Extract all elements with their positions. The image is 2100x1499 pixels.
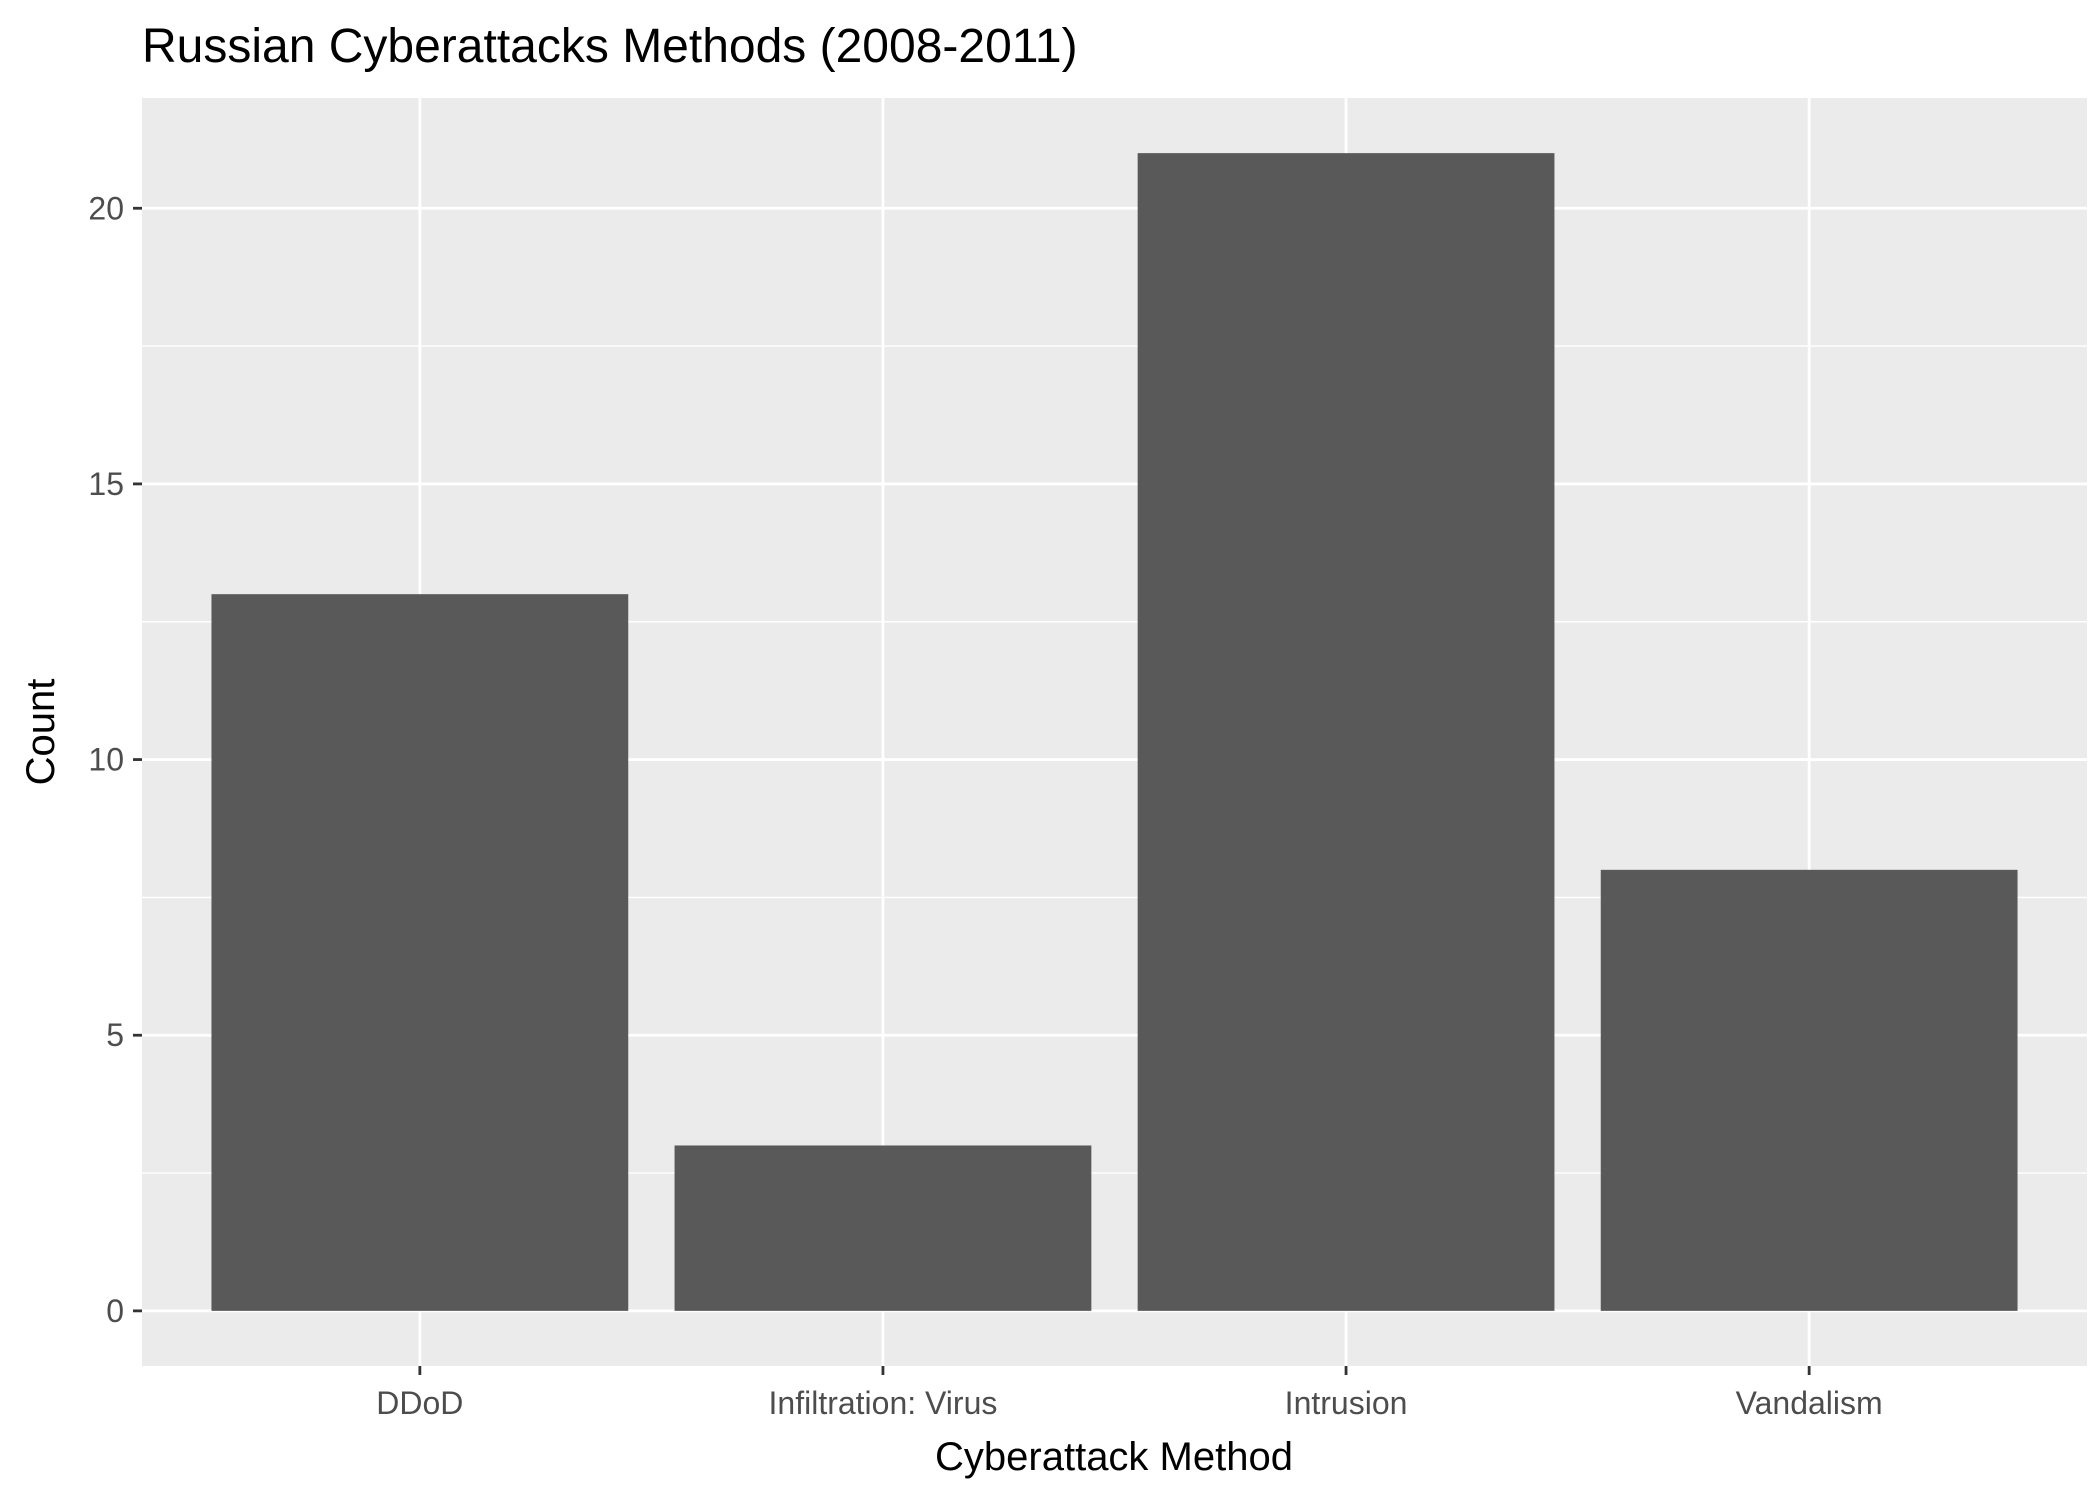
bar-intrusion: [1137, 153, 1555, 1311]
y-tick-label: 10: [88, 742, 124, 778]
y-tick-label: 5: [106, 1017, 124, 1053]
y-axis: 0 5 10 15 20: [88, 190, 142, 1329]
x-axis-title: Cyberattack Method: [935, 1435, 1293, 1479]
y-tick-label: 15: [88, 466, 124, 502]
y-tick-label: 20: [88, 190, 124, 226]
bars: [211, 153, 2018, 1311]
y-tick-label: 0: [106, 1293, 124, 1329]
x-tick-label: Intrusion: [1285, 1385, 1408, 1421]
y-axis-title: Count: [19, 679, 63, 786]
x-axis: DDoD Infiltration: Virus Intrusion Vandalis…: [376, 1366, 1883, 1421]
bar-ddod: [211, 594, 629, 1311]
chart-title: Russian Cyberattacks Methods (2008-2011): [142, 20, 1078, 73]
bar-infiltration-virus: [674, 1145, 1092, 1311]
x-tick-label: Infiltration: Virus: [769, 1385, 998, 1421]
x-tick-label: Vandalism: [1736, 1385, 1883, 1421]
bar-vandalism: [1600, 869, 2018, 1311]
x-tick-label: DDoD: [376, 1385, 463, 1421]
